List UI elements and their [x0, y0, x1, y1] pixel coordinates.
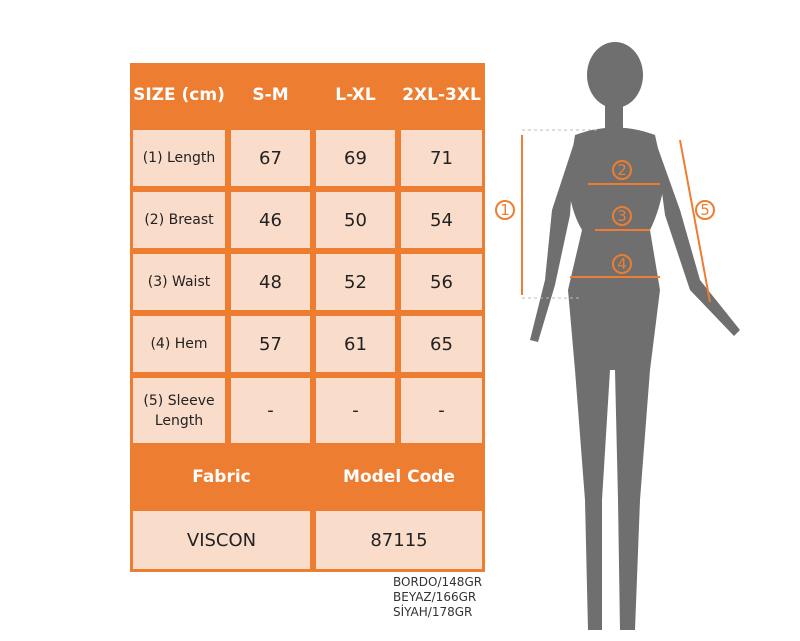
- body-measurement-figure: 1 2 3 4 5: [495, 42, 740, 630]
- size-chart-table: SIZE (cm) S-M L-XL 2XL-3XL (1) Length 67 69 71 (…: [130, 63, 485, 572]
- value-cell: 61: [313, 313, 398, 375]
- row-label: (4) Hem: [130, 313, 228, 375]
- marker-3: 3: [617, 207, 627, 225]
- marker-4: 4: [617, 255, 627, 273]
- header-cell: L-XL: [335, 85, 376, 105]
- header-cell: SIZE (cm): [133, 85, 225, 105]
- silhouette: [530, 42, 740, 630]
- value-cell: -: [228, 375, 313, 446]
- value-cell: 50: [313, 189, 398, 251]
- value-cell: 57: [228, 313, 313, 375]
- value-cell: -: [398, 375, 485, 446]
- value-cell: 46: [228, 189, 313, 251]
- color-weight: BEYAZ/166GR: [393, 590, 477, 604]
- row-label: (2) Breast: [130, 189, 228, 251]
- value-cell: 65: [398, 313, 485, 375]
- value-cell: -: [313, 375, 398, 446]
- value-cell: 56: [398, 251, 485, 313]
- header-cell: S-M: [252, 85, 289, 105]
- value-cell: 69: [313, 127, 398, 189]
- value-cell: 67: [228, 127, 313, 189]
- row-label: (5) Sleeve Length: [130, 375, 228, 446]
- row-label: (1) Length: [130, 127, 228, 189]
- value-cell: 71: [398, 127, 485, 189]
- value-cell: 48: [228, 251, 313, 313]
- fabric-header: Fabric: [192, 467, 251, 487]
- model-code-header: Model Code: [343, 467, 455, 487]
- header-cell: 2XL-3XL: [402, 85, 481, 105]
- marker-2: 2: [617, 161, 627, 179]
- value-cell: 52: [313, 251, 398, 313]
- marker-5: 5: [700, 201, 710, 219]
- row-label: (3) Waist: [130, 251, 228, 313]
- value-cell: 54: [398, 189, 485, 251]
- model-code-value: 87115: [313, 508, 485, 572]
- color-weight: SİYAH/178GR: [393, 605, 473, 619]
- color-weight-list: BORDO/148GR BEYAZ/166GR SİYAH/178GR: [393, 575, 482, 620]
- color-weight: BORDO/148GR: [393, 575, 483, 589]
- fabric-value: VISCON: [130, 508, 313, 572]
- marker-1: 1: [500, 201, 510, 219]
